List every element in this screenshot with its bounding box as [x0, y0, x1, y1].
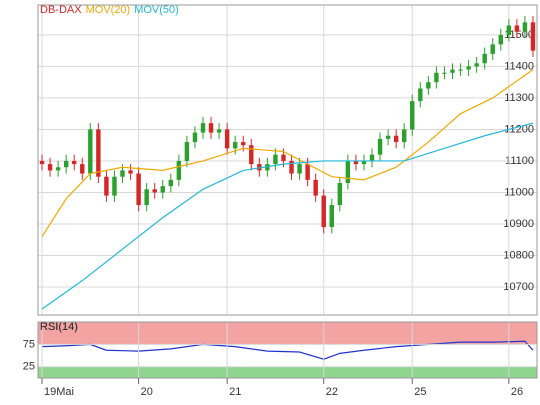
candle-body — [136, 173, 141, 206]
candle-body — [377, 138, 383, 155]
candle-body — [96, 129, 101, 177]
candle-body — [176, 160, 182, 180]
candle-body — [112, 176, 117, 196]
x-tick-label: 22 — [326, 386, 338, 398]
candle-body — [410, 101, 415, 130]
candle-body — [297, 164, 302, 174]
candle-body — [63, 160, 69, 168]
series-line — [41, 69, 534, 237]
candle-body — [208, 123, 214, 133]
candle-body — [418, 88, 423, 102]
candle-body — [474, 63, 479, 67]
candle-body — [321, 195, 326, 228]
candle-body — [305, 164, 310, 180]
candle-body — [385, 135, 391, 139]
y-tick-label: 11000 — [504, 186, 534, 198]
y-tick-label: 11400 — [504, 60, 534, 72]
candle-body — [426, 82, 431, 89]
x-tick-label: 19Mai — [44, 386, 74, 398]
candle-body — [224, 129, 230, 149]
panel-title: RSI(14) — [40, 321, 78, 333]
candle-body — [80, 164, 85, 174]
y-tick-label: 10700 — [503, 281, 534, 293]
panel-title: RSI(14) — [40, 321, 78, 333]
y-tick-label: 11300 — [504, 92, 534, 104]
plot-border — [37, 4, 538, 316]
y-tick-label: 25 — [23, 361, 35, 373]
candle-body — [168, 179, 174, 187]
candle-body — [47, 164, 53, 171]
candle-body — [313, 179, 318, 196]
candle-body — [434, 72, 439, 83]
candle-body — [192, 132, 198, 143]
candle-body — [104, 176, 109, 196]
oversold-zone — [38, 366, 537, 378]
candle-body — [128, 170, 133, 174]
candle-body — [401, 129, 407, 143]
candle-body — [55, 167, 61, 171]
candle-body — [273, 154, 278, 165]
candle-body — [39, 160, 45, 165]
candle-body — [144, 189, 149, 206]
chart-title: DB-DAX — [40, 4, 82, 16]
candle-body — [289, 160, 294, 174]
y-tick-label: 10900 — [503, 218, 534, 230]
candle-body — [88, 129, 93, 174]
candle-body — [369, 154, 375, 161]
candle-body — [152, 189, 157, 193]
legend-entry: MOV(20) — [86, 4, 131, 16]
candle-body — [337, 182, 343, 206]
candle-body — [257, 164, 262, 171]
overbought-zone — [38, 322, 537, 345]
candle-body — [450, 69, 455, 73]
candle-body — [184, 142, 190, 161]
candle-body — [249, 145, 254, 165]
candle-body — [241, 142, 246, 146]
x-tick-label: 26 — [511, 386, 523, 398]
candle-body — [160, 186, 165, 193]
candle-body — [498, 34, 503, 45]
candle-body — [200, 123, 206, 133]
candle-body — [329, 205, 334, 228]
x-tick-label: 25 — [414, 386, 426, 398]
candle-body — [345, 160, 351, 183]
legend-entry: MOV(50) — [134, 4, 179, 16]
y-tick-label: 11500 — [504, 29, 534, 41]
plot-frame — [37, 4, 538, 316]
series-line — [42, 340, 534, 360]
candle-body — [506, 25, 512, 35]
candle-body — [458, 69, 463, 71]
candle-body — [361, 160, 367, 165]
candle-body — [120, 170, 125, 177]
y-tick-label: 11200 — [504, 123, 534, 135]
candle-body — [522, 22, 528, 32]
candle-body — [466, 66, 471, 70]
y-tick-label: 10800 — [503, 249, 534, 261]
candle-body — [353, 160, 359, 165]
series-line — [41, 122, 534, 310]
x-tick-label: 20 — [141, 386, 153, 398]
y-tick-label: 75 — [23, 338, 35, 350]
x-tick-label: 21 — [229, 386, 241, 398]
candle-body — [482, 53, 487, 64]
candle-body — [72, 160, 77, 165]
candle-body — [265, 164, 270, 171]
candle-body — [393, 135, 399, 143]
plot-border — [37, 321, 538, 379]
y-tick-label: 11100 — [505, 155, 534, 167]
candle-body — [442, 72, 447, 74]
candle-body — [232, 142, 238, 149]
candle-body — [216, 129, 222, 133]
candle-body — [490, 44, 495, 54]
candle-body — [281, 154, 286, 161]
candle-body — [514, 25, 520, 32]
candle-body — [530, 22, 536, 51]
